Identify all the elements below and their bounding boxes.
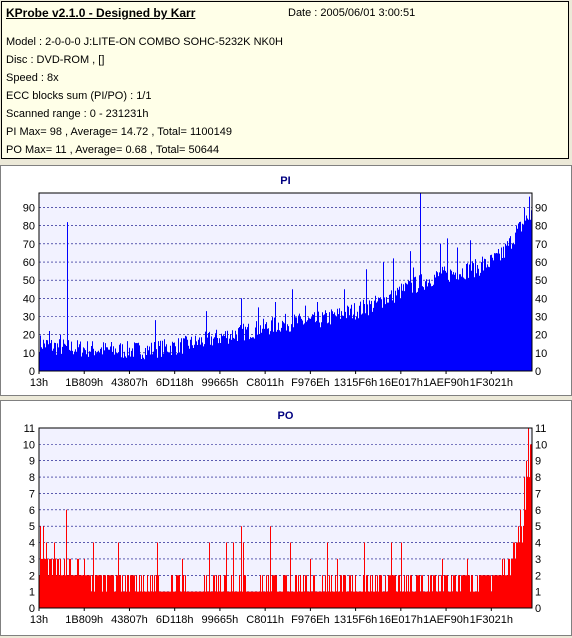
info-panel: KProbe v2.1.0 - Designed by Karr Date : … [1, 1, 569, 159]
po-y2-tick-label: 2 [535, 570, 541, 582]
pi-chart-title: PI [280, 175, 290, 187]
pi-y2-tick-label: 40 [535, 293, 547, 305]
pi-y-tick-label: 50 [23, 275, 35, 287]
pi-x-tick-label: 6D118h [156, 377, 194, 389]
pi-chart: PI 0 0 10 10 20 20 30 30 40 40 50 50 60 60 70 70 80 80 90 90… [23, 175, 548, 389]
po-y-tick-label: 8 [29, 472, 35, 484]
po-y2-tick-label: 6 [535, 505, 541, 517]
pi-y2-tick-label: 70 [535, 239, 547, 251]
po-y2-tick-label: 0 [535, 603, 541, 615]
po-y2-tick-label: 4 [535, 538, 541, 550]
pi-y-tick-label: 30 [23, 312, 35, 324]
po-y2-tick-label: 8 [535, 472, 541, 484]
pi-y-tick-label: 60 [23, 257, 35, 269]
po-y-tick-label: 5 [29, 521, 35, 533]
po-y-tick-label: 10 [23, 439, 35, 451]
pi-y-tick-label: 0 [29, 366, 35, 378]
po-y-tick-label: 3 [29, 554, 35, 566]
po-x-tick-label: 6D118h [156, 614, 194, 626]
scan-date: Date : 2005/06/01 3:00:51 [288, 7, 416, 19]
pi-y2-tick-label: 0 [535, 366, 541, 378]
pi-y2-tick-label: 90 [535, 203, 547, 215]
po-y-tick-label: 1 [29, 587, 35, 599]
po-stats-line: PO Max= 11 , Average= 0.68 , Total= 5064… [6, 144, 220, 156]
po-y-tick-label: 7 [29, 488, 35, 500]
pi-x-tick-label: 1F3021h [470, 377, 513, 389]
po-y-tick-label: 9 [29, 456, 35, 468]
app-title: KProbe v2.1.0 - Designed by Karr [6, 6, 196, 20]
po-y-tick-label: 6 [29, 505, 35, 517]
po-y2-tick-label: 10 [535, 439, 547, 451]
pi-plot-border [38, 192, 533, 372]
po-y2-tick-label: 7 [535, 488, 541, 500]
pi-y2-tick-label: 80 [535, 221, 547, 233]
pi-y-tick-label: 10 [23, 348, 35, 360]
pi-x-tick-label: 16E017h [379, 377, 423, 389]
po-y-tick-label: 0 [29, 603, 35, 615]
po-y2-tick-label: 11 [535, 423, 546, 435]
pi-y-tick-label: 20 [23, 330, 35, 342]
pi-x-tick-label: 1B809h [65, 377, 103, 389]
po-x-tick-label: 1315F6h [334, 614, 377, 626]
pi-y-tick-label: 70 [23, 239, 35, 251]
pi-y-tick-label: 80 [23, 221, 35, 233]
disc-line: Disc : DVD-ROM , [] [6, 54, 105, 66]
pi-y2-tick-label: 60 [535, 257, 547, 269]
po-x-tick-label: 1B809h [65, 614, 103, 626]
po-y2-tick-label: 1 [535, 587, 541, 599]
po-x-tick-label: 99665h [202, 614, 239, 626]
pi-x-tick-label: F976Eh [291, 377, 330, 389]
speed-line: Speed : 8x [6, 72, 59, 84]
pi-y2-tick-label: 50 [535, 275, 547, 287]
pi-y2-tick-label: 30 [535, 312, 547, 324]
model-line: Model : 2-0-0-0 J:LITE-ON COMBO SOHC-523… [6, 36, 283, 48]
po-chart-panel: PO 0 0 1 1 2 2 3 3 4 4 5 5 6 6 7 7 8 8 9 9 10 10 11 11 13h 1B809h 4… [0, 400, 572, 636]
pi-x-tick-label: 1315F6h [334, 377, 377, 389]
pi-x-tick-label: 99665h [202, 377, 239, 389]
pi-x-tick-label: C8011h [246, 377, 284, 389]
pi-y-tick-label: 90 [23, 203, 35, 215]
po-chart-title: PO [278, 410, 294, 422]
range-line: Scanned range : 0 - 231231h [6, 108, 149, 120]
po-x-tick-label: 1F3021h [470, 614, 513, 626]
pi-y-tick-label: 40 [23, 293, 35, 305]
po-y2-tick-label: 5 [535, 521, 541, 533]
po-plot-border [38, 427, 533, 609]
pi-y2-tick-label: 10 [535, 348, 547, 360]
po-y2-tick-label: 9 [535, 456, 541, 468]
po-x-tick-label: 1AEF90h [423, 614, 469, 626]
po-y2-tick-label: 3 [535, 554, 541, 566]
po-y-tick-label: 4 [29, 538, 35, 550]
po-x-tick-label: C8011h [246, 614, 284, 626]
pi-stats-line: PI Max= 98 , Average= 14.72 , Total= 110… [6, 126, 232, 138]
po-x-tick-label: 43807h [111, 614, 148, 626]
pi-x-tick-label: 1AEF90h [423, 377, 469, 389]
po-y-tick-label: 2 [29, 570, 35, 582]
po-x-tick-label: 16E017h [379, 614, 423, 626]
ecc-line: ECC blocks sum (PI/PO) : 1/1 [6, 90, 152, 102]
po-x-tick-label: F976Eh [291, 614, 330, 626]
po-y-tick-label: 11 [24, 423, 35, 435]
pi-x-tick-label: 13h [30, 377, 48, 389]
pi-x-tick-label: 43807h [111, 377, 148, 389]
pi-chart-panel: PI 0 0 10 10 20 20 30 30 40 40 50 50 60 60 70 70 80 80 90 90… [0, 165, 572, 396]
po-x-tick-label: 13h [30, 614, 48, 626]
pi-y2-tick-label: 20 [535, 330, 547, 342]
